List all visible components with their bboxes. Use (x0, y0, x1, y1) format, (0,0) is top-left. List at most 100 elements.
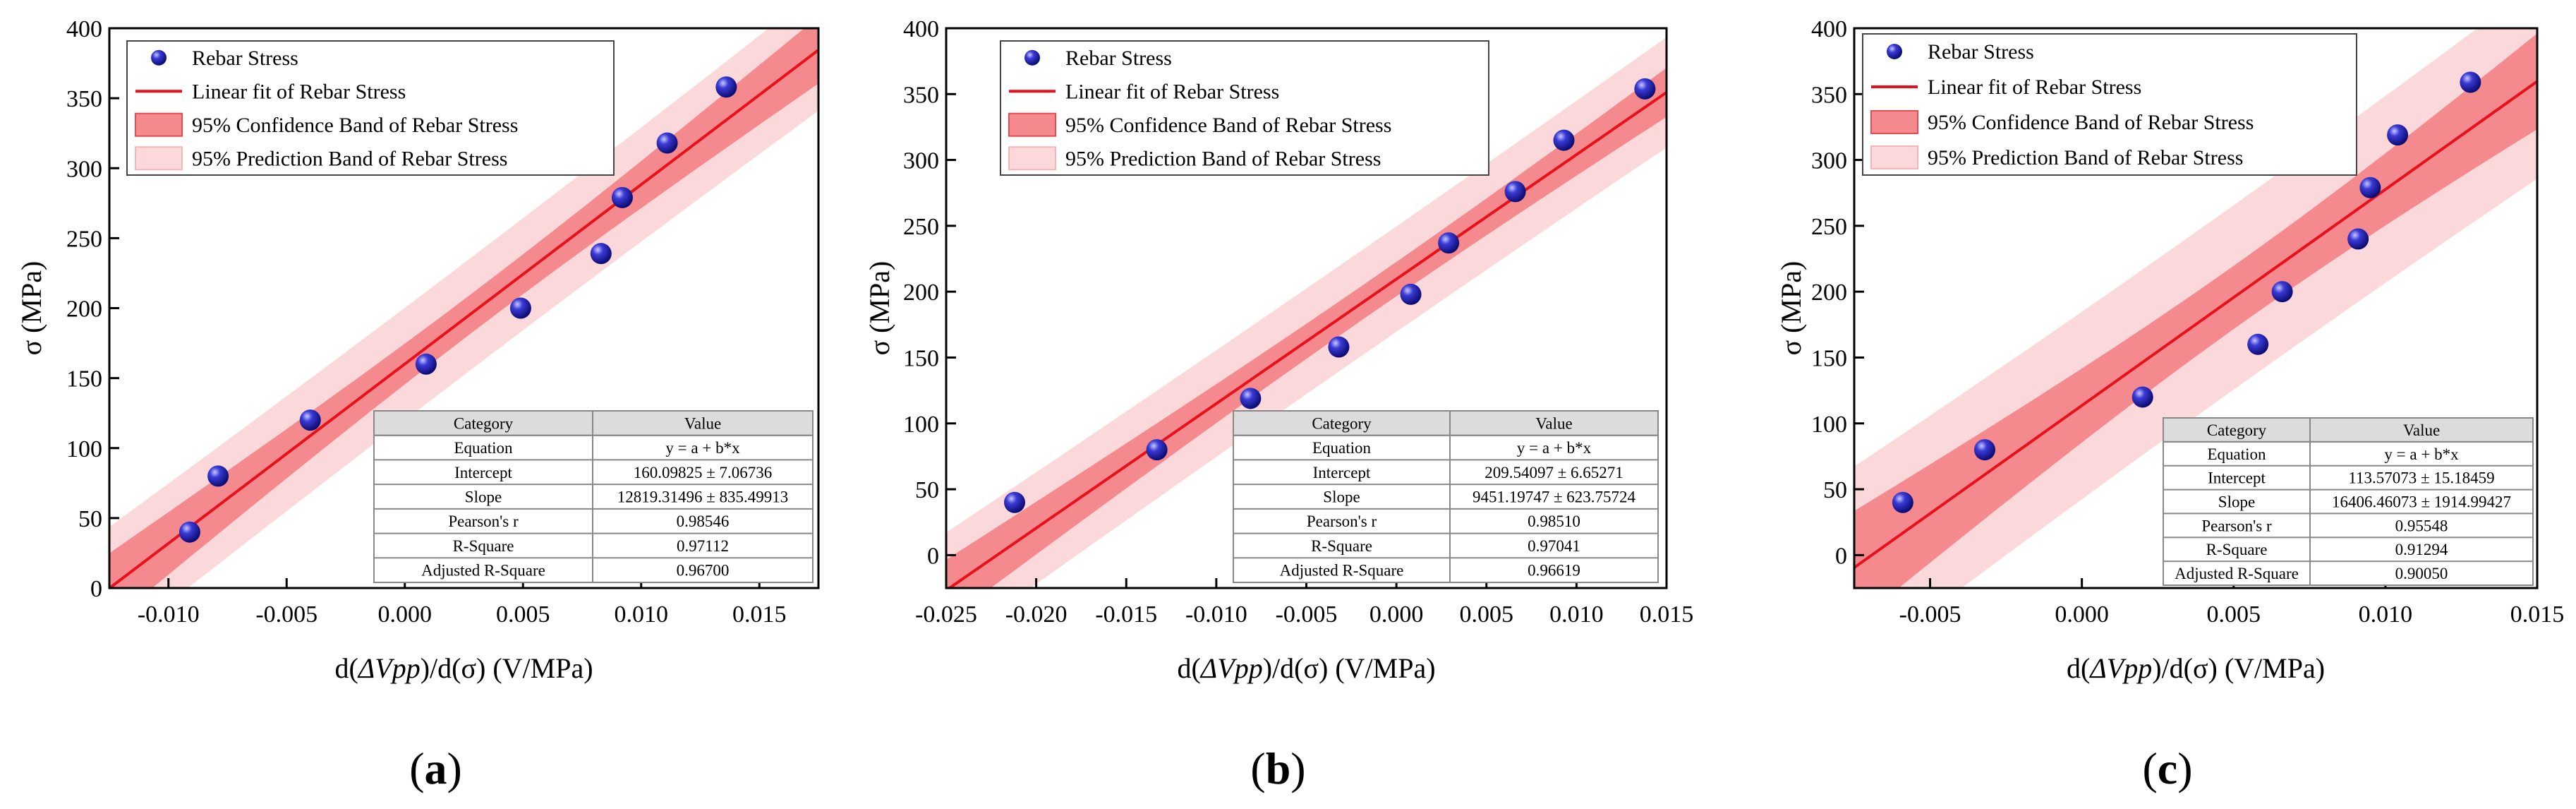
stats-category: Intercept (2208, 469, 2266, 487)
legend-label: Linear fit of Rebar Stress (1928, 76, 2141, 99)
legend-marker-confidence (1008, 112, 1056, 137)
stats-value: 0.96700 (677, 562, 730, 580)
legend-label: Rebar Stress (1065, 47, 1172, 70)
stats-value: 0.91294 (2395, 541, 2448, 558)
y-tick-label: 50 (1823, 477, 1847, 503)
data-point (2460, 71, 2481, 93)
x-tick-label: 0.010 (615, 601, 669, 628)
y-axis-title: σ (MPa) (16, 261, 47, 356)
stats-value: 160.09825 ± 7.06736 (634, 464, 773, 481)
panel-label: (b) (1250, 743, 1305, 793)
legend-marker-points (151, 49, 167, 66)
stats-header: Value (1535, 414, 1572, 432)
stats-header: Category (454, 414, 514, 432)
x-tick-label: -0.015 (1095, 601, 1157, 628)
y-tick-label: 250 (903, 214, 939, 240)
x-axis-title: d(ΔVpp)/d(σ) (V/MPa) (334, 652, 593, 684)
y-axis-title: σ (MPa) (1775, 261, 1807, 356)
stats-value: y = a + b*x (1517, 439, 1592, 457)
data-point (1146, 439, 1168, 461)
y-tick-label: 200 (66, 296, 102, 323)
legend: Rebar Stress Linear fit of Rebar Stress 95… (1862, 33, 2357, 176)
y-tick-label: 100 (903, 412, 939, 438)
stats-category: Slope (2218, 493, 2255, 511)
y-tick-label: 400 (1811, 16, 1847, 42)
y-tick-label: 150 (66, 366, 102, 392)
legend-label: 95% Confidence Band of Rebar Stress (192, 114, 518, 137)
data-point (2387, 124, 2409, 146)
y-tick-label: 400 (903, 16, 939, 42)
chart-panel-a: 0 50 100 150 200 250 300 350 400 -0.010 -0.005 0.00… (16, 16, 820, 793)
stats-category: Adjusted R-Square (421, 562, 545, 580)
legend-marker-prediction (1008, 146, 1056, 171)
stats-value: 0.98510 (1528, 513, 1580, 530)
stats-header: Value (684, 414, 721, 432)
confidence-band (1854, 33, 2537, 588)
y-tick-label: 350 (903, 82, 939, 108)
stats-value: 113.57073 ± 15.18459 (2348, 469, 2494, 487)
stats-category: Adjusted R-Square (1280, 562, 1404, 580)
legend-label: Rebar Stress (1928, 40, 2034, 64)
y-axis-title: σ (MPa) (864, 261, 895, 356)
stats-table: Category Value Equation y = a + b*x Intercep… (373, 410, 814, 583)
plot-area (1854, 28, 2537, 588)
stats-category: Equation (454, 439, 513, 457)
stats-table: Category Value Equation y = a + b*x Intercep… (1233, 410, 1659, 583)
confidence-band (109, 28, 818, 588)
data-point (207, 465, 229, 487)
data-point (656, 132, 678, 154)
stats-value: y = a + b*x (2384, 445, 2459, 463)
stats-category: R-Square (453, 537, 514, 555)
stats-value: 0.96619 (1528, 562, 1580, 580)
legend: Rebar Stress Linear fit of Rebar Stress 95… (1000, 40, 1489, 176)
x-tick-label: 0.005 (496, 601, 550, 628)
legend-label: 95% Confidence Band of Rebar Stress (1065, 114, 1391, 137)
legend-marker-points (1887, 44, 1902, 59)
y-tick-label: 50 (915, 477, 939, 503)
y-tick-label: 0 (90, 576, 102, 602)
stats-value: 0.90050 (2395, 565, 2448, 582)
data-point (2247, 333, 2269, 355)
y-tick-label: 150 (1811, 345, 1847, 371)
x-tick-label: -0.010 (1185, 601, 1247, 628)
x-tick-label: -0.025 (915, 601, 977, 628)
data-point (1892, 491, 1913, 513)
x-tick-label: 0.005 (1460, 601, 1514, 628)
stats-category: Equation (2207, 445, 2266, 463)
data-point (415, 353, 437, 375)
data-point (2347, 228, 2369, 250)
data-point (1240, 388, 1262, 409)
y-tick-label: 350 (66, 86, 102, 112)
legend-label: 95% Confidence Band of Rebar Stress (1928, 111, 2254, 134)
plot-area (109, 28, 818, 588)
legend-label: Rebar Stress (192, 47, 298, 70)
panel-label: (a) (409, 743, 462, 793)
stats-category: Equation (1312, 439, 1372, 457)
x-tick-label: -0.005 (1899, 601, 1961, 628)
chart-panel-b: 0 50 100 150 200 250 300 350 400 -0.025 -0.020 -0.0… (864, 16, 1693, 793)
y-tick-label: 150 (903, 345, 939, 371)
stats-header: Category (1312, 414, 1372, 432)
stats-header: Value (2403, 421, 2440, 439)
y-tick-label: 0 (1835, 543, 1847, 569)
legend-label: 95% Prediction Band of Rebar Stress (1065, 147, 1381, 170)
y-tick-label: 100 (1811, 412, 1847, 438)
stats-value: 0.97041 (1528, 537, 1580, 555)
x-axis-title: d(ΔVpp)/d(σ) (V/MPa) (1177, 652, 1435, 684)
stats-category: Pearson's r (1307, 513, 1377, 530)
stats-category: Pearson's r (448, 513, 519, 530)
x-tick-label: -0.020 (1005, 601, 1068, 628)
x-tick-label: 0.010 (1549, 601, 1604, 628)
x-tick-label: -0.010 (138, 601, 200, 628)
data-point (2271, 281, 2293, 303)
y-tick-label: 300 (903, 148, 939, 174)
linear-fit-line (109, 49, 818, 588)
stats-category: Adjusted R-Square (2175, 565, 2299, 582)
data-point (715, 76, 737, 98)
data-point (509, 297, 531, 319)
legend-label: 95% Prediction Band of Rebar Stress (192, 147, 507, 170)
x-tick-label: 0.010 (2359, 601, 2413, 628)
stats-category: Intercept (1313, 464, 1371, 481)
data-point (1634, 78, 1656, 100)
x-tick-label: 0.000 (1369, 601, 1424, 628)
